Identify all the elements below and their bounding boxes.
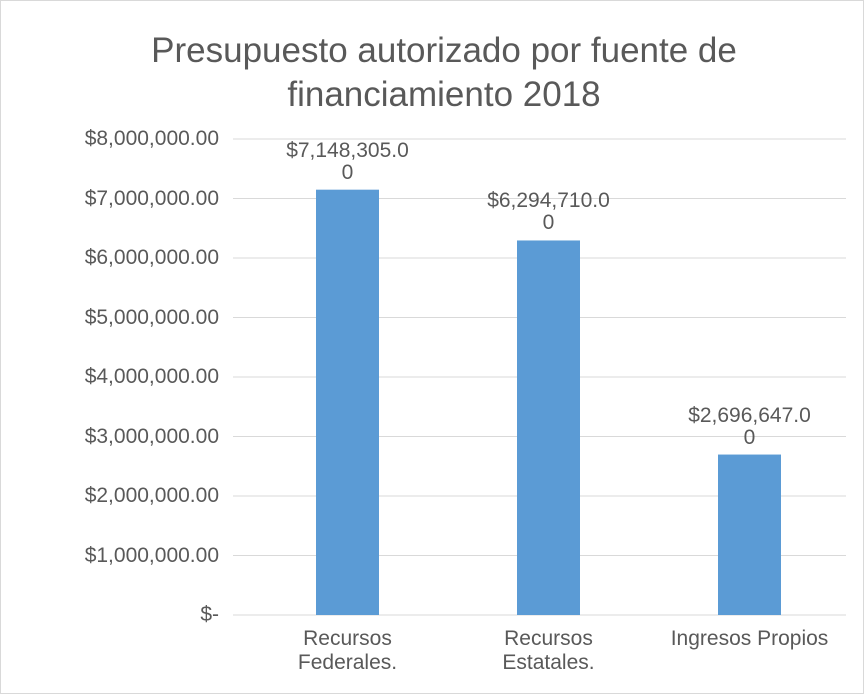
y-tick-label: $4,000,000.00	[84, 365, 219, 388]
x-tick-label: Ingresos Propios	[670, 627, 829, 650]
y-tick-label: $1,000,000.00	[84, 543, 219, 567]
bar	[316, 189, 379, 616]
chart-title: Presupuesto autorizado por fuente de fin…	[151, 31, 737, 114]
y-tick-label: $2,000,000.00	[84, 484, 219, 507]
x-tick-label: Recursos Federales.	[297, 627, 398, 674]
x-tick-label: Recursos Estatales.	[502, 627, 595, 674]
y-tick-label: $8,000,000.00	[84, 127, 219, 150]
data-label: $6,294,710.00	[487, 189, 610, 235]
data-label: $2,696,647.00	[688, 403, 811, 449]
y-tick-label: $5,000,000.00	[84, 305, 219, 329]
y-tick-label: $7,000,000.00	[84, 186, 219, 210]
bar	[718, 454, 781, 615]
y-tick-label: $3,000,000.00	[84, 424, 219, 448]
data-label: $7,148,305.00	[286, 138, 409, 184]
y-tick-label: $6,000,000.00	[84, 246, 219, 269]
y-tick-label: $-	[200, 603, 219, 626]
bar	[517, 240, 580, 615]
